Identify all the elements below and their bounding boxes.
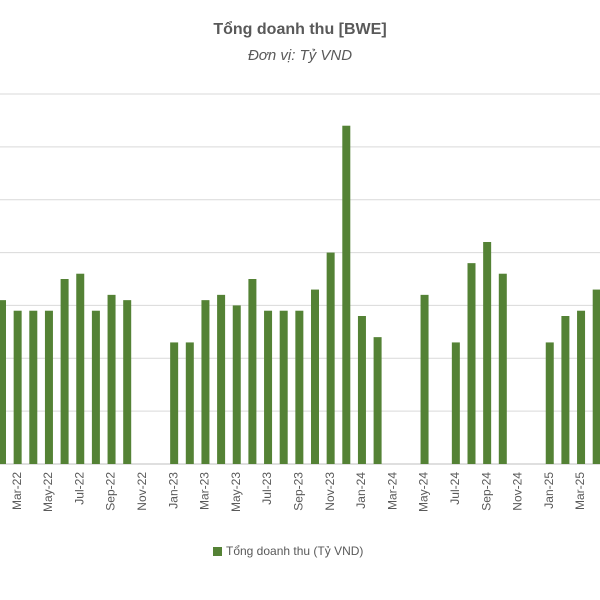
x-tick-label: Nov-22 bbox=[135, 472, 149, 511]
x-tick-label: Sep-24 bbox=[479, 472, 493, 511]
bar bbox=[185, 342, 194, 464]
bar bbox=[311, 289, 319, 464]
bar bbox=[357, 316, 366, 464]
bar bbox=[577, 310, 586, 464]
legend-swatch bbox=[213, 547, 222, 556]
bar bbox=[467, 263, 476, 464]
bar bbox=[91, 310, 100, 464]
bar bbox=[170, 342, 179, 464]
bar bbox=[13, 310, 22, 464]
bar bbox=[217, 294, 226, 464]
bar bbox=[373, 337, 382, 464]
bar bbox=[0, 300, 6, 464]
chart-title: Tổng doanh thu [BWE] bbox=[213, 20, 386, 38]
chart-subtitle: Đơn vị: Tỷ VND bbox=[248, 47, 352, 64]
bar bbox=[29, 310, 38, 464]
bar bbox=[264, 310, 273, 464]
bar bbox=[498, 273, 507, 464]
x-tick-label: Jan-23 bbox=[166, 472, 180, 509]
x-tick-label: Sep-22 bbox=[104, 472, 118, 511]
x-tick-label: Jan-24 bbox=[354, 472, 368, 509]
bar bbox=[420, 294, 429, 464]
legend-label: Tổng doanh thu (Tỷ VND) bbox=[226, 544, 363, 558]
bar bbox=[451, 342, 460, 464]
bar bbox=[295, 310, 304, 464]
bar bbox=[44, 310, 53, 464]
x-tick-label: Mar-25 bbox=[573, 472, 587, 510]
x-tick-label: May-22 bbox=[41, 472, 55, 512]
bar bbox=[326, 252, 335, 464]
x-tick-label: May-24 bbox=[417, 472, 431, 512]
bar bbox=[279, 310, 288, 464]
x-tick-label: Jul-22 bbox=[72, 472, 86, 505]
x-tick-label: Sep-23 bbox=[292, 472, 306, 511]
bar bbox=[201, 300, 210, 464]
bar bbox=[483, 242, 492, 464]
x-tick-label: Jan-25 bbox=[542, 472, 556, 509]
bar bbox=[107, 294, 116, 464]
bar bbox=[232, 305, 241, 464]
bar bbox=[60, 279, 69, 464]
bar bbox=[248, 279, 257, 464]
bar bbox=[545, 342, 554, 464]
x-tick-label: Nov-24 bbox=[511, 472, 525, 511]
x-tick-label: May-23 bbox=[229, 472, 243, 512]
x-tick-label: Jul-24 bbox=[448, 472, 462, 505]
x-tick-label: Nov-23 bbox=[323, 472, 337, 511]
x-tick-label: Mar-22 bbox=[10, 472, 24, 510]
bar bbox=[76, 273, 85, 464]
bar bbox=[342, 125, 351, 464]
x-tick-label: Mar-24 bbox=[385, 472, 399, 510]
bar bbox=[592, 289, 600, 464]
x-tick-label: Mar-23 bbox=[198, 472, 212, 510]
bar bbox=[123, 300, 132, 464]
bar bbox=[561, 316, 570, 464]
x-tick-label: Jul-23 bbox=[260, 472, 274, 505]
